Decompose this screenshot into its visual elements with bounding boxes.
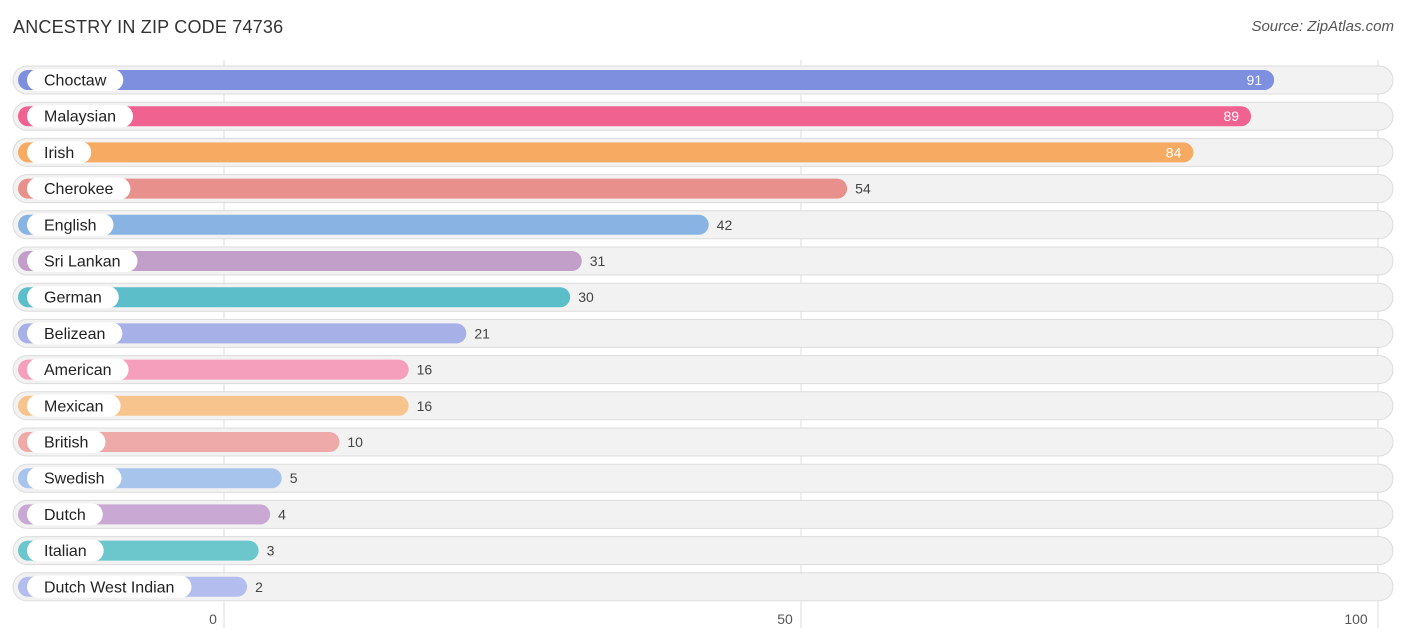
- bar-label: Dutch West Indian: [44, 579, 174, 596]
- label-pill: [27, 105, 134, 128]
- bar-label: Cherokee: [44, 181, 113, 198]
- value-label: 42: [717, 217, 733, 233]
- value-label: 30: [578, 289, 594, 305]
- bar-label: Sri Lankan: [44, 254, 121, 271]
- bar: [18, 214, 709, 235]
- bar-label: Swedish: [44, 471, 104, 488]
- tick-label: 0: [209, 611, 217, 627]
- value-label: 2: [255, 579, 263, 595]
- value-label: 91: [1247, 72, 1263, 88]
- bar-label: American: [44, 362, 112, 379]
- label-pill: [27, 503, 103, 526]
- bar-label: Choctaw: [44, 73, 107, 90]
- value-label: 5: [290, 470, 298, 486]
- label-pill: [27, 539, 104, 562]
- value-label: 54: [855, 181, 871, 197]
- value-label: 16: [417, 398, 433, 414]
- value-label: 21: [474, 325, 490, 341]
- label-pill: [27, 69, 124, 91]
- bar-label: English: [44, 217, 96, 234]
- value-label: 84: [1166, 144, 1182, 160]
- value-label: 3: [267, 543, 275, 559]
- bar-label: German: [44, 290, 102, 307]
- bar: [18, 287, 571, 308]
- bar-row: Cherokee 54: [12, 174, 1394, 204]
- bar: [18, 142, 1194, 163]
- value-label: 10: [347, 434, 363, 450]
- bar-label: Malaysian: [44, 109, 116, 126]
- bar-row: Italian 3: [12, 536, 1394, 566]
- value-label: 16: [417, 362, 433, 378]
- bar-row: Choctaw 91: [12, 65, 1394, 95]
- bar-label: Dutch: [44, 507, 86, 524]
- bar-row: British 10: [12, 427, 1394, 457]
- bar-label: British: [44, 435, 88, 452]
- tick-label: 50: [777, 611, 793, 627]
- bar: [18, 106, 1252, 127]
- label-pill: [27, 358, 129, 381]
- bar-label: Belizean: [44, 326, 105, 343]
- label-pill: [27, 322, 123, 345]
- bar-row: American 16: [12, 355, 1394, 385]
- bar-label: Irish: [44, 145, 74, 162]
- bar-label: Italian: [44, 543, 87, 560]
- label-pill: [27, 575, 192, 598]
- bar-row: German 30: [12, 282, 1394, 312]
- value-label: 31: [590, 253, 606, 269]
- bar-row: Dutch West Indian 2: [12, 572, 1394, 602]
- bar-row: Malaysian 89: [12, 101, 1394, 131]
- tick-label: 100: [1344, 611, 1368, 627]
- label-pill: [27, 394, 121, 417]
- bar-track: [12, 463, 1394, 493]
- bar-row: Belizean 21: [12, 318, 1394, 348]
- label-pill: [27, 250, 138, 272]
- bar: [18, 251, 582, 271]
- source-note: Source: ZipAtlas.com: [1251, 18, 1394, 35]
- bar-track: [12, 499, 1394, 529]
- bar-track: [12, 572, 1394, 602]
- label-pill: [27, 141, 92, 164]
- label-pill: [27, 177, 131, 200]
- label-pill: [27, 286, 119, 309]
- bar-row: Dutch 4: [12, 499, 1394, 529]
- bar: [18, 70, 1275, 90]
- bar: [18, 178, 848, 199]
- bar-row: English 42: [12, 210, 1394, 240]
- value-label: 89: [1223, 108, 1239, 124]
- bar-track: [12, 427, 1394, 457]
- bar-row: Sri Lankan 31: [12, 246, 1394, 276]
- label-pill: [27, 431, 106, 453]
- bar-row: Irish 84: [12, 137, 1394, 167]
- bar-row: Mexican 16: [12, 391, 1394, 421]
- x-axis-ticks: 0 50 100: [209, 611, 1368, 627]
- label-pill: [27, 213, 114, 236]
- bar-label: Mexican: [44, 398, 104, 415]
- chart-title: ANCESTRY IN ZIP CODE 74736: [13, 17, 284, 37]
- bar-track: [12, 536, 1394, 566]
- bar-row: Swedish 5: [12, 463, 1394, 493]
- value-label: 4: [278, 506, 286, 522]
- label-pill: [27, 467, 122, 490]
- bar: [18, 323, 467, 344]
